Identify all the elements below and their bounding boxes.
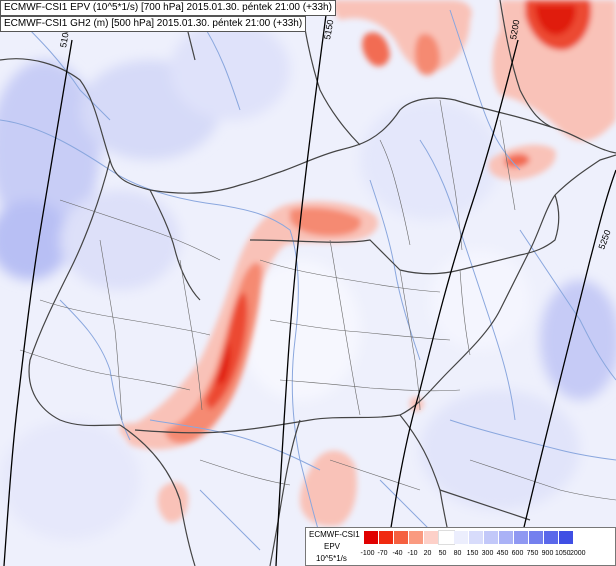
legend-color-cell — [394, 531, 409, 544]
negative-epv-field — [120, 0, 616, 527]
admin-borders — [19, 99, 616, 501]
legend-color-cell — [544, 531, 559, 544]
legend-tick-label: -40 — [392, 550, 403, 557]
map-title-epv: ECMWF-CSI1 EPV (10^5*1/s) [700 hPa] 2015… — [0, 0, 336, 16]
legend-unit: 10^5*1/s — [316, 554, 347, 563]
legend-color-cell — [409, 531, 424, 544]
contour-5150 — [275, 0, 329, 566]
legend-color-cell — [559, 531, 574, 544]
contour-5100 — [3, 39, 73, 566]
map-title-gh: ECMWF-CSI1 GH2 (m) [500 hPa] 2015.01.30.… — [0, 16, 307, 32]
legend-tick-label: 20 — [423, 550, 432, 557]
legend-tick-label: 750 — [526, 550, 539, 557]
legend-tick-label: 300 — [481, 550, 494, 557]
legend-color-cell — [514, 531, 529, 544]
legend-variable: EPV — [324, 542, 341, 551]
contour-label-5100: 5100 — [58, 27, 71, 48]
contour-label-5200: 5200 — [508, 19, 521, 40]
legend-tick-label: 900 — [541, 550, 554, 557]
legend-tick-label: 1050 — [555, 550, 571, 557]
legend-color-cell — [454, 531, 469, 544]
legend-color-cell — [484, 531, 499, 544]
legend-tick-label: -10 — [407, 550, 418, 557]
legend-tick-label: 50 — [438, 550, 447, 557]
legend-tick-label: 600 — [511, 550, 524, 557]
contour-label-5150: 5150 — [322, 19, 335, 40]
legend-tick-label: 150 — [466, 550, 479, 557]
legend-tick-label: 450 — [496, 550, 509, 557]
contour-5250 — [514, 169, 616, 566]
legend-color-cell — [469, 531, 484, 544]
legend-color-bar — [364, 530, 574, 545]
geopotential-contours — [3, 0, 616, 566]
legend-ticks: -100 -70 -40 -10 20 50 80 150 300 450 600 750 900 105… — [360, 550, 585, 557]
legend-color-cell — [424, 531, 439, 544]
legend-color-cell — [438, 530, 455, 545]
rivers — [0, 9, 616, 566]
legend-color-cell — [499, 531, 514, 544]
legend-tick-label: -70 — [377, 550, 388, 557]
legend-color-cell — [379, 531, 394, 544]
positive-epv-field — [0, 20, 616, 540]
legend-model: ECMWF-CSI1 — [309, 530, 360, 539]
legend-tick-label: -100 — [360, 550, 375, 557]
legend-color-cell — [529, 531, 544, 544]
legend-tick-label: 80 — [453, 550, 462, 557]
legend-tick-label: 2000 — [570, 550, 586, 557]
contour-5200 — [384, 39, 519, 566]
legend-color-cell — [364, 531, 379, 544]
color-legend: ECMWF-CSI1 EPV 10^5*1/s -100 -70 -40 -10 20 5… — [305, 527, 616, 566]
